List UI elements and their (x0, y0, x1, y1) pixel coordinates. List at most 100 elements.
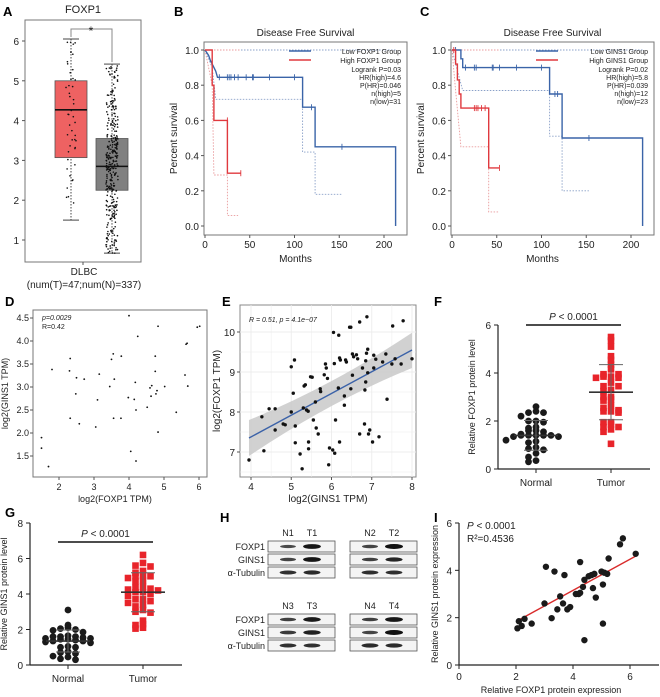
data-point (105, 102, 108, 104)
protein-band (280, 557, 296, 562)
data-point (110, 122, 112, 125)
chart-title: Disease Free Survival (257, 28, 355, 39)
data-point (94, 426, 97, 428)
data-point-tumor (124, 574, 132, 582)
x-tick-label: Normal (520, 478, 552, 489)
y-tick-label: 4 (485, 369, 491, 380)
x-tick-label: 2 (513, 672, 519, 683)
data-point (111, 101, 114, 104)
data-point (109, 195, 112, 197)
data-point (247, 458, 251, 462)
annotation-r2: R²=0.4536 (467, 534, 514, 545)
data-point (108, 163, 111, 166)
data-point (390, 324, 395, 328)
data-point (325, 376, 330, 381)
panel-g-dotplot-gins1: 0 2 4 6 8 Normal Tumor Relative GINS1 protein l… (0, 519, 182, 685)
data-point-tumor (607, 426, 615, 433)
data-point (115, 134, 118, 137)
protein-band (303, 617, 321, 622)
plot-frame (32, 309, 208, 478)
data-point (107, 251, 110, 254)
protein-band (303, 630, 321, 635)
data-point (106, 200, 109, 203)
data-point (364, 380, 368, 384)
data-point-normal (79, 628, 87, 636)
regression-line (248, 349, 413, 439)
data-point (385, 397, 389, 401)
data-point (40, 436, 43, 439)
data-point (117, 175, 119, 178)
blot-strip (349, 553, 418, 566)
data-point (70, 51, 72, 53)
panel-e-scatter-regression: 4 5 6 7 8 7 8 9 10 log2(GINS1 TPM) log2(FOXP1 TPM)… (212, 304, 417, 505)
data-point (67, 150, 70, 153)
y-tick-label: 0.2 (185, 187, 199, 198)
data-point (542, 563, 550, 570)
data-point (112, 159, 115, 162)
stat-text: Logrank P=0.03 (351, 67, 401, 74)
data-point (112, 198, 115, 201)
blot-strip (267, 639, 336, 652)
protein-band (385, 544, 403, 549)
data-point (105, 185, 108, 187)
x-tick-label: 0 (202, 240, 208, 251)
data-point (127, 396, 130, 399)
protein-band (362, 544, 378, 549)
data-point (554, 606, 561, 613)
data-point (291, 391, 295, 395)
data-point (111, 141, 114, 144)
data-point (366, 371, 370, 375)
data-point (390, 362, 394, 366)
data-point (293, 424, 297, 428)
data-point-normal (64, 624, 72, 632)
data-point (198, 325, 201, 328)
x-tick-label: 200 (376, 240, 393, 251)
data-point (109, 167, 112, 170)
data-point-normal (540, 418, 547, 426)
data-point (136, 335, 139, 338)
data-point (599, 620, 607, 627)
data-point (105, 160, 108, 162)
x-tick-label: 6 (627, 672, 633, 683)
data-point-normal (510, 433, 517, 440)
data-point (112, 352, 115, 355)
data-point-tumor (147, 590, 154, 598)
y-tick-label: 4 (17, 590, 23, 601)
data-point (111, 179, 113, 182)
data-point (116, 65, 119, 67)
data-point (116, 123, 119, 126)
data-point (331, 330, 336, 335)
data-point (71, 179, 74, 182)
panel-label-d: D (5, 294, 14, 309)
data-point (106, 224, 109, 226)
data-point (115, 130, 118, 133)
y-tick-label: 8 (17, 519, 23, 530)
data-point (293, 441, 297, 445)
x-tick-label: Tumor (597, 478, 626, 489)
data-point (109, 247, 112, 249)
blot-strip (267, 566, 336, 579)
data-point (110, 163, 112, 166)
data-point (72, 98, 75, 101)
blot-row-label: GINS1 (238, 628, 265, 638)
data-point (105, 154, 108, 157)
data-point (116, 163, 118, 165)
data-point (67, 113, 69, 116)
data-point-normal (57, 625, 64, 633)
data-point-tumor (592, 374, 600, 382)
protein-band (361, 570, 379, 575)
data-point-tumor (132, 625, 139, 632)
data-point (115, 147, 118, 149)
data-point (116, 164, 119, 167)
y-axis-label: log2(GINS1 TPM) (0, 358, 10, 429)
data-point (106, 124, 109, 127)
x-tick-label: 6 (329, 482, 335, 493)
data-point (370, 440, 375, 444)
legend-entry: High FOXP1 Group (340, 58, 401, 65)
data-point (357, 432, 362, 436)
data-point (114, 99, 116, 101)
data-point-normal (72, 656, 79, 664)
data-point (69, 95, 71, 98)
protein-band (361, 643, 379, 648)
stat-text: P(HR)=0.039 (607, 83, 648, 90)
